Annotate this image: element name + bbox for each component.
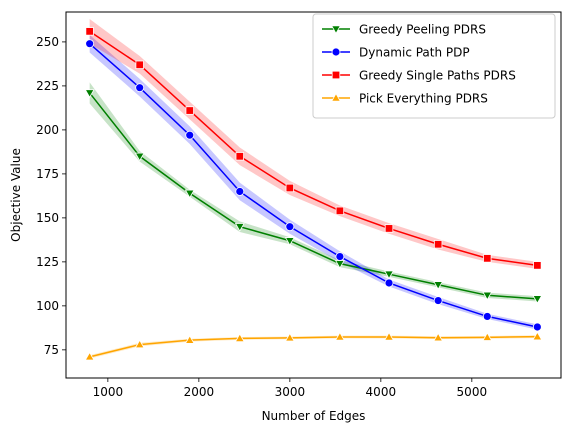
y-tick-label: 200 <box>36 123 59 137</box>
legend-label: Greedy Peeling PDRS <box>359 23 486 37</box>
point-greedy-single-paths-pdrs <box>483 255 491 263</box>
point-greedy-single-paths-pdrs <box>236 152 244 160</box>
y-tick-label: 100 <box>36 299 59 313</box>
point-dynamic-path-pdp <box>483 312 491 320</box>
point-dynamic-path-pdp <box>236 187 244 195</box>
point-dynamic-path-pdp <box>434 297 442 305</box>
point-greedy-single-paths-pdrs <box>336 207 344 215</box>
point-greedy-single-paths-pdrs <box>86 28 94 36</box>
y-axis-label: Objective Value <box>9 148 23 242</box>
point-dynamic-path-pdp <box>86 40 94 48</box>
x-tick-label: 1000 <box>93 385 124 399</box>
point-dynamic-path-pdp <box>286 223 294 231</box>
legend-label: Pick Everything PDRS <box>359 92 488 106</box>
legend-marker <box>332 71 340 79</box>
legend-label: Dynamic Path PDP <box>359 46 470 60</box>
point-greedy-single-paths-pdrs <box>385 225 393 233</box>
band-pick-everything-pdrs <box>90 335 538 358</box>
point-greedy-single-paths-pdrs <box>186 107 194 115</box>
point-greedy-single-paths-pdrs <box>534 262 542 270</box>
legend-label: Greedy Single Paths PDRS <box>359 69 516 83</box>
legend-marker <box>332 48 340 56</box>
point-greedy-single-paths-pdrs <box>136 61 144 69</box>
x-axis-label: Number of Edges <box>262 409 366 423</box>
x-tick-label: 4000 <box>366 385 397 399</box>
x-tick-label: 3000 <box>275 385 306 399</box>
y-tick-label: 125 <box>36 255 59 269</box>
y-tick-label: 250 <box>36 35 59 49</box>
line-pick-everything-pdrs <box>90 337 538 357</box>
point-dynamic-path-pdp <box>336 253 344 261</box>
y-tick-label: 225 <box>36 79 59 93</box>
legend: Greedy Peeling PDRS Dynamic Path PDP Greed… <box>313 14 555 118</box>
y-tick-label: 75 <box>44 343 59 357</box>
point-greedy-single-paths-pdrs <box>286 184 294 192</box>
x-tick-label: 2000 <box>184 385 215 399</box>
x-tick-label: 5000 <box>457 385 488 399</box>
point-dynamic-path-pdp <box>385 279 393 287</box>
point-dynamic-path-pdp <box>186 131 194 139</box>
y-tick-label: 175 <box>36 167 59 181</box>
y-tick-label: 150 <box>36 211 59 225</box>
point-greedy-single-paths-pdrs <box>434 240 442 248</box>
point-dynamic-path-pdp <box>533 323 541 331</box>
point-dynamic-path-pdp <box>136 84 144 92</box>
